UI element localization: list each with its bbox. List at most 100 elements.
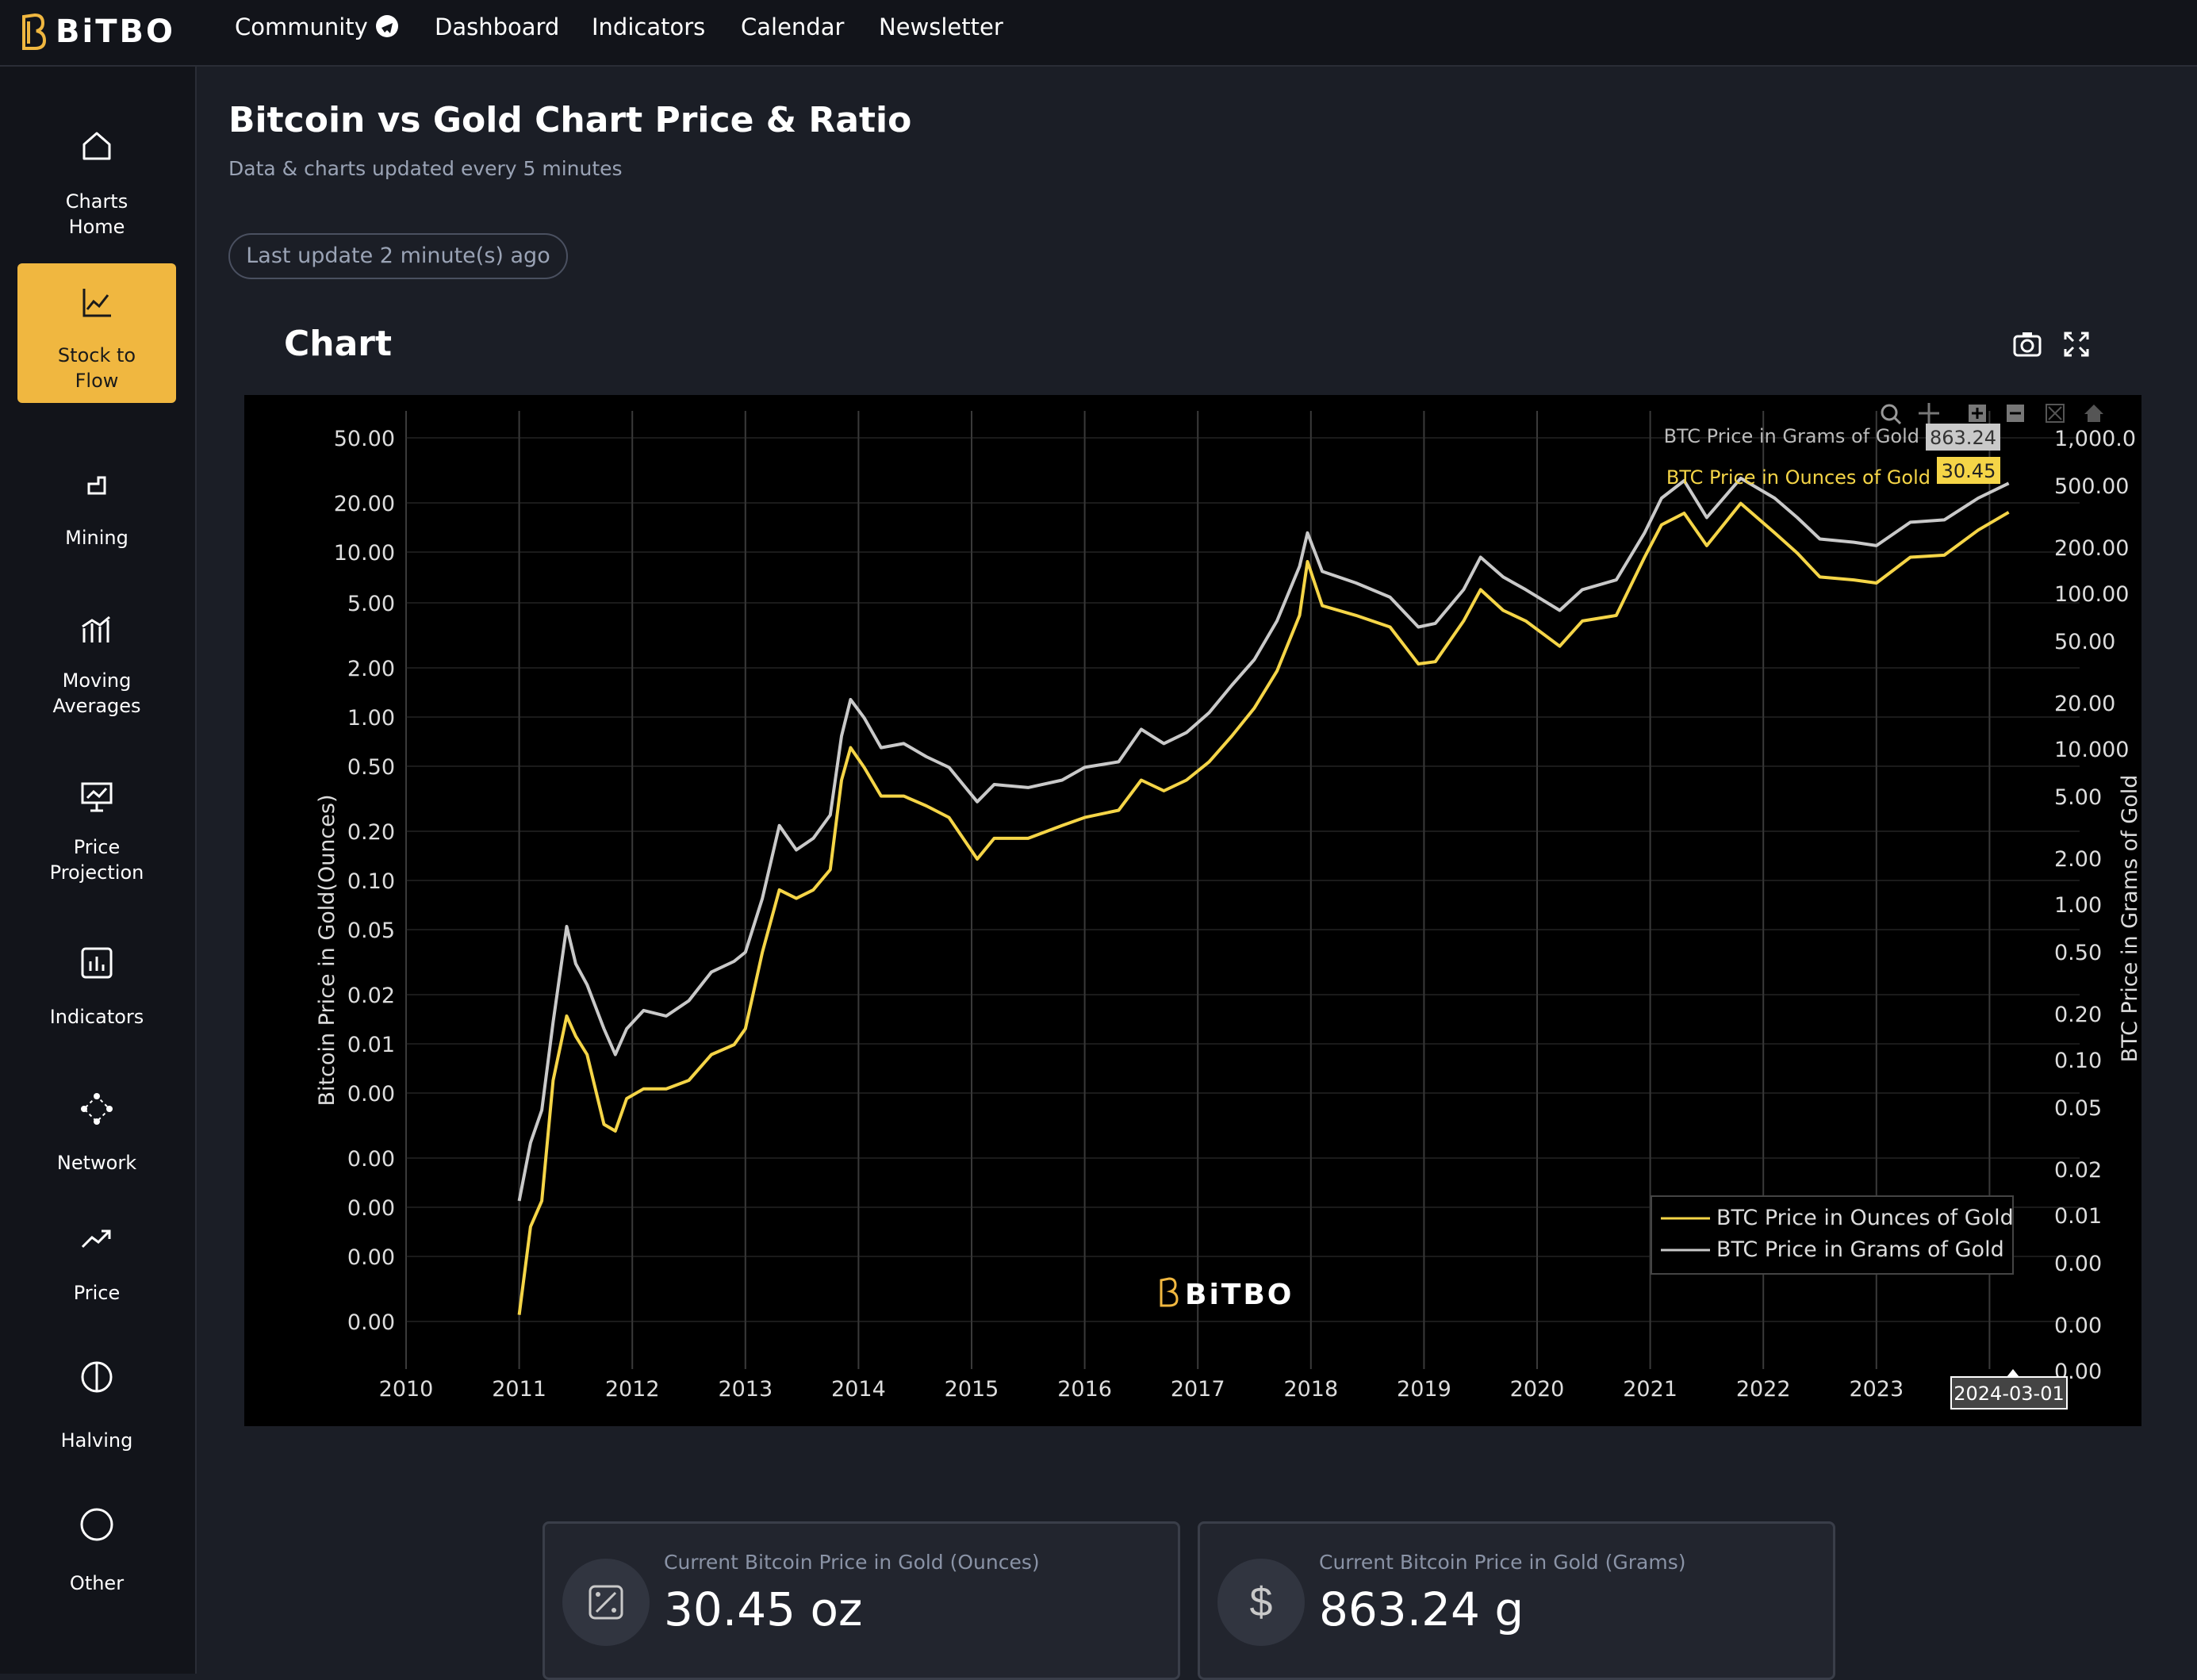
camera-icon[interactable]	[2011, 328, 2043, 360]
zoom-in-icon[interactable]	[1969, 405, 1986, 422]
sidebar-item-price[interactable]: Price	[17, 1214, 176, 1353]
brand-logo[interactable]: BiTBO	[19, 8, 175, 56]
y-left-tick-label: 0.01	[347, 1033, 395, 1057]
y-right-tick-labels: 1,000.0 500.00 200.00 100.00 50.00 20.00 10.00…	[2054, 427, 2136, 1384]
y-right-tick-label: 0.02	[2054, 1158, 2102, 1183]
chart-watermark: BiTBO	[1160, 1277, 1294, 1311]
x-tick-label: 2013	[718, 1377, 773, 1402]
y-left-tick-label: 0.00	[347, 1196, 395, 1221]
y-left-tick-label: 5.00	[347, 592, 395, 616]
sidebar-item-network[interactable]: Network	[17, 1079, 176, 1218]
top-navbar: BiTBO Community Dashboard Indicators Cal…	[0, 0, 2197, 67]
y-left-tick-label: 20.00	[334, 492, 395, 516]
x-tick-label: 2022	[1736, 1377, 1791, 1402]
sidebar-item-indicators[interactable]: Indicators	[17, 928, 176, 1068]
network-icon	[81, 1093, 113, 1125]
sidebar-item-price-projection[interactable]: Price Projection	[17, 746, 176, 885]
legend-ounces[interactable]: BTC Price in Ounces of Gold	[1716, 1206, 2014, 1230]
hover-tooltip-ounces: BTC Price in Ounces of Gold 30.45	[1666, 457, 2000, 489]
stat-grams-value: 863.24 g	[1319, 1582, 1524, 1636]
nav-indicators[interactable]: Indicators	[592, 13, 706, 40]
x-tick-label: 2017	[1171, 1377, 1225, 1402]
x-tick-label: 2019	[1397, 1377, 1451, 1402]
y-left-tick-label: 0.00	[347, 1147, 395, 1172]
y-axis-left-title: Bitcoin Price in Gold(Ounces)	[315, 795, 339, 1107]
chart-heading: Chart	[284, 324, 393, 364]
nav-community-label: Community	[235, 13, 368, 40]
page-title: Bitcoin vs Gold Chart Price & Ratio	[228, 100, 912, 140]
sidebar-item-charts-home[interactable]: Charts Home	[17, 103, 176, 243]
sidebar-item-mining[interactable]: Mining	[17, 446, 176, 585]
y-left-tick-label: 2.00	[347, 657, 395, 681]
hover-grams-label: BTC Price in Grams of Gold	[1664, 425, 1919, 447]
sidebar-item-moving-averages[interactable]: Moving Averages	[17, 579, 176, 719]
sidebar-item-label: Moving Averages	[52, 669, 141, 717]
trend-up-icon	[81, 1229, 111, 1248]
y-axis-right-title: BTC Price in Grams of Gold	[2118, 775, 2141, 1063]
hover-grams-value: 863.24	[1930, 427, 1996, 449]
y-right-tick-label: 1,000.0	[2054, 427, 2136, 451]
nav-community[interactable]: Community	[235, 11, 398, 43]
mining-icon	[87, 476, 106, 495]
y-right-tick-label: 0.00	[2054, 1314, 2102, 1338]
sidebar-item-label: Price Projection	[49, 836, 144, 884]
sidebar-item-label: Price	[73, 1282, 121, 1304]
y-left-tick-label: 0.00	[347, 1310, 395, 1335]
y-right-tick-label: 20.00	[2054, 692, 2115, 716]
y-left-tick-label: 0.05	[347, 919, 395, 943]
x-tick-label: 2016	[1057, 1377, 1112, 1402]
dollar-icon: $	[1217, 1559, 1305, 1646]
stat-card-ounces: Current Bitcoin Price in Gold (Ounces) 3…	[543, 1521, 1180, 1680]
chart-series	[517, 476, 2010, 1315]
series-line-ounces	[517, 501, 2010, 1315]
sidebar-item-label: Network	[56, 1152, 137, 1174]
y-left-tick-label: 50.00	[334, 427, 395, 451]
y-right-tick-label: 0.50	[2054, 941, 2102, 965]
series-line-grams	[517, 476, 2010, 1202]
y-right-tick-label: 200.00	[2054, 536, 2129, 561]
projection-icon	[81, 782, 113, 812]
y-right-tick-label: 0.05	[2054, 1096, 2102, 1121]
indicators-icon	[81, 947, 113, 979]
zoom-out-icon[interactable]	[2007, 405, 2024, 422]
fullscreen-icon[interactable]	[2061, 328, 2092, 360]
y-left-tick-label: 1.00	[347, 706, 395, 731]
autoscale-icon[interactable]	[2046, 404, 2065, 423]
y-left-tick-labels: 50.00 20.00 10.00 5.00 2.00 1.00 0.50 0.20 0.10 0…	[334, 427, 395, 1335]
y-left-tick-label: 0.50	[347, 755, 395, 780]
nav-calendar[interactable]: Calendar	[741, 13, 845, 40]
x-tick-label: 2018	[1283, 1377, 1338, 1402]
zoom-icon[interactable]	[1881, 404, 1902, 425]
page-subtitle: Data & charts updated every 5 minutes	[228, 157, 623, 180]
line-chart-icon	[82, 289, 111, 317]
x-tick-label: 2014	[831, 1377, 886, 1402]
halving-icon	[81, 1361, 113, 1393]
hover-tooltip-grams: BTC Price in Grams of Gold 863.24	[1664, 424, 2000, 451]
x-tick-label: 2015	[945, 1377, 999, 1402]
x-tick-labels: 2010 2011 2012 2013 2014 2015 2016 2017 2018 2019…	[379, 1377, 1904, 1402]
sidebar-item-other[interactable]: Other	[17, 1498, 176, 1637]
nav-newsletter[interactable]: Newsletter	[879, 13, 1003, 40]
nav-dashboard[interactable]: Dashboard	[435, 13, 560, 40]
hover-ounces-value: 30.45	[1942, 460, 1996, 482]
x-tick-label: 2020	[1510, 1377, 1565, 1402]
circle-icon	[80, 1508, 113, 1541]
x-tick-label: 2023	[1849, 1377, 1904, 1402]
sidebar-item-halving[interactable]: Halving	[17, 1347, 176, 1486]
sidebar-item-label: Stock to Flow	[57, 344, 136, 392]
x-tick-label: 2012	[605, 1377, 660, 1402]
watermark-text: BiTBO	[1185, 1279, 1294, 1311]
y-right-tick-label: 0.10	[2054, 1049, 2102, 1073]
y-right-tick-label: 1.00	[2054, 893, 2102, 918]
reset-axes-icon[interactable]	[2084, 405, 2103, 422]
hover-date: 2024-03-01	[1954, 1383, 2064, 1405]
moving-averages-icon	[82, 616, 110, 642]
sidebar-item-stock-to-flow[interactable]: Stock to Flow	[17, 263, 176, 403]
btc-gold-chart[interactable]: 50.00 20.00 10.00 5.00 2.00 1.00 0.50 0.20 0.10 0…	[244, 395, 2141, 1426]
chart-plot-area[interactable]: 50.00 20.00 10.00 5.00 2.00 1.00 0.50 0.20 0.10 0…	[244, 395, 2141, 1426]
sidebar-item-label: Halving	[60, 1429, 133, 1452]
last-update-badge: Last update 2 minute(s) ago	[228, 233, 568, 279]
legend-grams[interactable]: BTC Price in Grams of Gold	[1716, 1237, 2004, 1262]
pan-icon[interactable]	[1919, 403, 1939, 424]
y-right-tick-label: 5.00	[2054, 785, 2102, 810]
